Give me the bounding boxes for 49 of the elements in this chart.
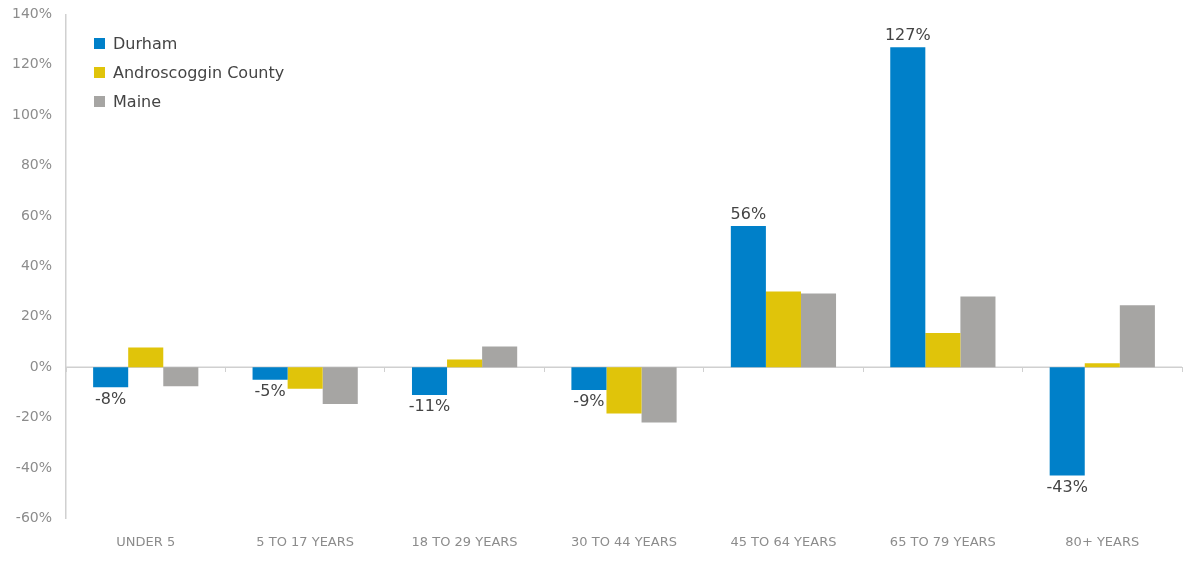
x-tick-label: 80+ YEARS: [1065, 533, 1140, 549]
x-tick-label: UNDER 5: [116, 533, 176, 549]
y-tick-label: -40%: [15, 458, 53, 475]
data-label: 127%: [884, 25, 931, 45]
bar: [890, 47, 926, 368]
data-label: 56%: [730, 204, 767, 224]
y-tick-label: 80%: [20, 156, 53, 173]
bar: [1084, 363, 1120, 368]
bar: [1049, 367, 1085, 476]
y-tick-label: -60%: [15, 509, 53, 526]
bar: [411, 367, 448, 395]
bar: [128, 347, 164, 368]
bar: [93, 367, 129, 388]
bar: [163, 367, 199, 387]
y-tick-label: 140%: [11, 5, 53, 22]
bar: [1119, 305, 1155, 368]
data-label: -43%: [1046, 476, 1088, 496]
y-tick-label: 40%: [20, 257, 53, 274]
data-label: -9%: [573, 391, 605, 411]
x-tick-label: 30 TO 44 YEARS: [571, 533, 678, 549]
x-tick-label: 18 TO 29 YEARS: [411, 533, 518, 549]
bar: [447, 359, 483, 368]
bar: [482, 346, 518, 368]
bar: [322, 367, 358, 404]
bar: [287, 367, 323, 389]
bar: [606, 367, 642, 414]
legend-label: Androscoggin County: [113, 63, 285, 83]
y-tick-label: -20%: [15, 408, 53, 425]
data-label: -11%: [408, 396, 451, 416]
bar: [730, 226, 766, 368]
x-tick-label: 5 TO 17 YEARS: [256, 533, 355, 549]
y-tick-label: 0%: [29, 357, 53, 374]
bar: [800, 293, 837, 368]
legend-label: Durham: [113, 34, 178, 54]
legend-label: Maine: [113, 92, 162, 112]
x-tick-label: 45 TO 64 YEARS: [730, 533, 837, 549]
bar: [960, 296, 996, 368]
data-label: -8%: [95, 388, 127, 408]
data-label: -5%: [254, 380, 286, 400]
y-tick-label: 20%: [20, 307, 53, 324]
x-tick-label: 65 TO 79 YEARS: [889, 533, 996, 549]
y-tick-label: 100%: [11, 105, 53, 122]
y-tick-label: 120%: [11, 55, 53, 72]
bar: [571, 367, 607, 390]
y-tick-label: 60%: [20, 206, 53, 223]
bar: [641, 367, 677, 423]
bar: [765, 291, 801, 368]
bar: [252, 367, 288, 380]
bar: [925, 332, 961, 368]
